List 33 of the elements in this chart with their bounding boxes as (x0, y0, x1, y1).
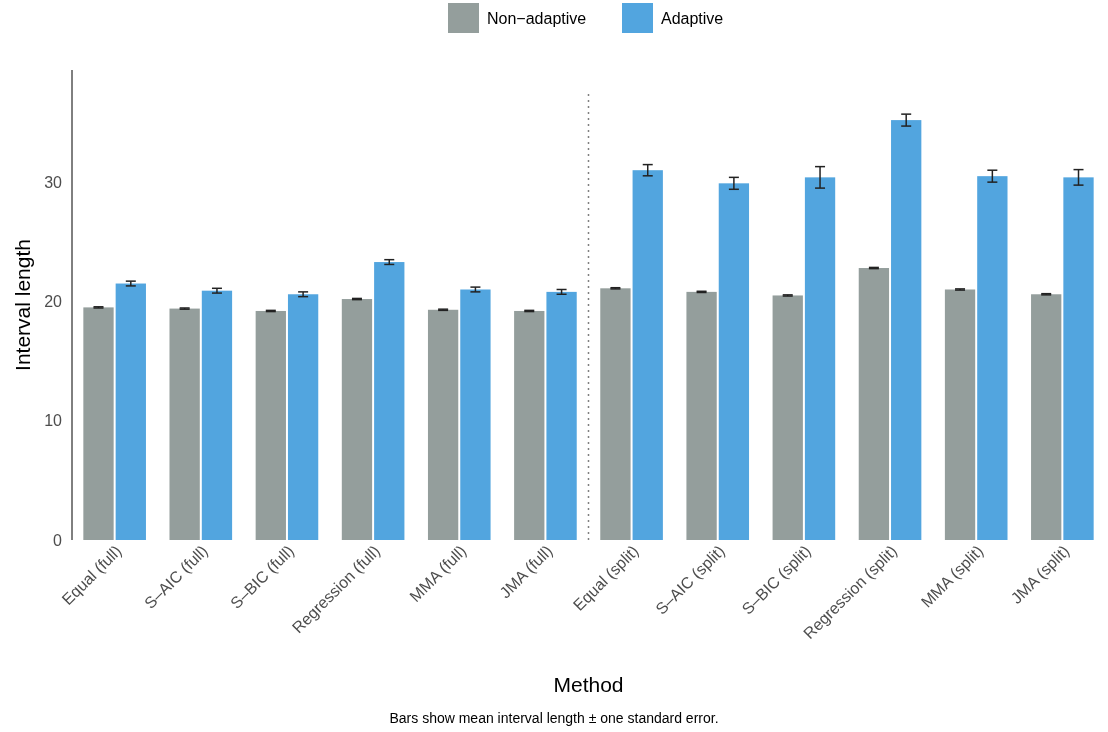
bar (686, 291, 717, 540)
y-tick-label: 0 (53, 531, 63, 549)
bar (169, 308, 200, 540)
y-tick-label: 30 (44, 173, 63, 191)
bar (546, 291, 577, 540)
legend-label: Non−adaptive (487, 9, 587, 27)
bar (944, 289, 976, 540)
bar (427, 309, 459, 540)
bar (374, 262, 405, 540)
y-tick-label: 20 (44, 293, 63, 311)
y-axis-title: Interval length (11, 239, 34, 371)
bar (201, 290, 233, 540)
bar (1031, 294, 1062, 540)
bar (632, 170, 663, 540)
bar (460, 289, 491, 540)
bar (255, 310, 286, 540)
bar (514, 310, 545, 540)
bar (977, 176, 1008, 540)
bar (600, 288, 631, 540)
bar (718, 183, 750, 540)
text: Bars show mean interval length ± one standard error. (389, 710, 719, 726)
y-tick-label: 10 (44, 412, 63, 430)
bar (891, 120, 922, 540)
bar (287, 294, 319, 540)
bar (341, 299, 373, 540)
legend-label: Adaptive (661, 9, 724, 27)
bar (804, 177, 836, 540)
bar (772, 295, 803, 540)
x-axis-title: Method (553, 673, 624, 696)
bar (1063, 177, 1094, 540)
bar (83, 307, 114, 540)
bar (858, 268, 890, 540)
bar (115, 283, 146, 540)
